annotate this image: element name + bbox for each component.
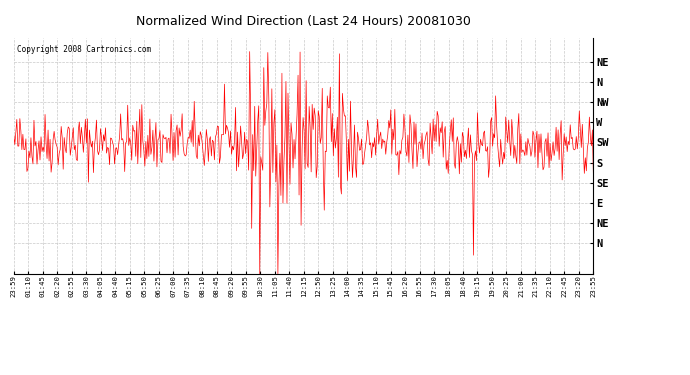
Text: Normalized Wind Direction (Last 24 Hours) 20081030: Normalized Wind Direction (Last 24 Hours…: [136, 15, 471, 28]
Text: Copyright 2008 Cartronics.com: Copyright 2008 Cartronics.com: [17, 45, 151, 54]
